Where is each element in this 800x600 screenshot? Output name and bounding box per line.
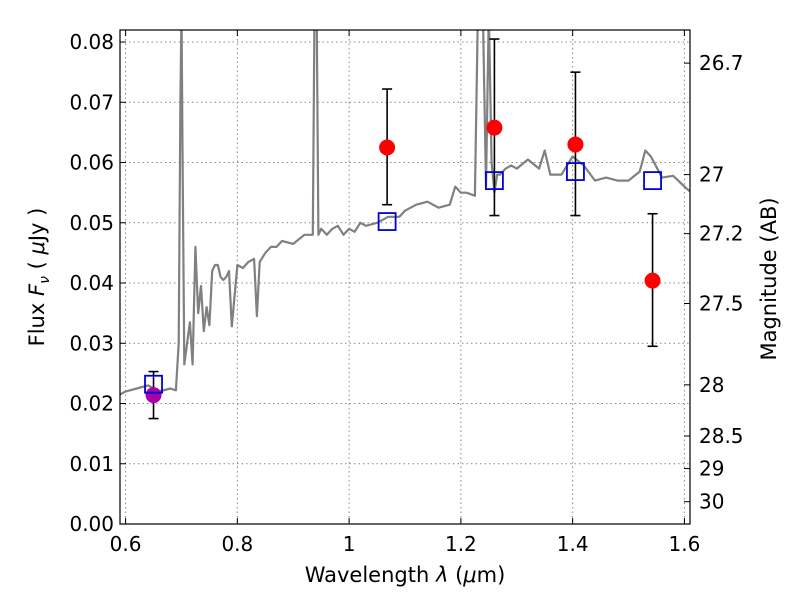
y-axis-label: Flux Fν ( μJy )	[25, 208, 53, 347]
data-point	[644, 272, 661, 289]
y2-tick-label: 27	[699, 163, 724, 187]
y2-tick-label: 29	[699, 457, 724, 481]
y-tick-label: 0.06	[69, 151, 114, 175]
model-point	[643, 171, 662, 191]
markers	[144, 38, 662, 420]
spectrum-line	[120, 30, 690, 396]
y-tick-label: 0.03	[69, 331, 114, 355]
model-point	[377, 212, 397, 231]
y-tick-label: 0.01	[69, 452, 114, 476]
plot-frame	[119, 29, 691, 525]
data-point	[379, 139, 396, 156]
ticks: 0.6 0.8 1 1.2 1.4 1.6 0.00 0.01 0.02 0.03 0.04 0.05…	[69, 30, 744, 556]
data-point	[486, 119, 503, 136]
y-tick-label: 0.00	[69, 512, 114, 536]
plot-area	[120, 30, 690, 396]
x-tick-label: 0.6	[110, 532, 142, 556]
data-point	[145, 387, 162, 404]
y-tick-label: 0.07	[69, 90, 114, 114]
data-point	[567, 136, 584, 153]
x-tick-label: 1.2	[445, 532, 477, 556]
model-point	[485, 171, 504, 191]
x-tick-label: 1.4	[557, 532, 589, 556]
grid	[120, 30, 690, 525]
model-point	[566, 162, 585, 181]
y-tick-label: 0.08	[69, 30, 114, 54]
y-tick-label: 0.05	[69, 211, 114, 235]
x-tick-label: 1	[343, 532, 356, 556]
x-axis-label: Wavelength λ (μm)	[305, 563, 506, 587]
x-tick-label: 1.6	[669, 532, 701, 556]
y2-tick-label: 30	[699, 490, 724, 514]
y2-tick-label: 27.5	[699, 292, 744, 316]
y2-tick-label: 26.7	[699, 51, 744, 75]
y2-axis-label: Magnitude (AB)	[757, 197, 781, 360]
x-tick-label: 0.8	[221, 532, 253, 556]
y2-tick-label: 27.2	[699, 222, 744, 246]
model-point	[144, 374, 163, 394]
y2-tick-label: 28.5	[699, 424, 744, 448]
y-tick-label: 0.02	[69, 392, 114, 416]
y-tick-label: 0.04	[69, 271, 114, 295]
y2-tick-label: 28	[699, 373, 724, 397]
